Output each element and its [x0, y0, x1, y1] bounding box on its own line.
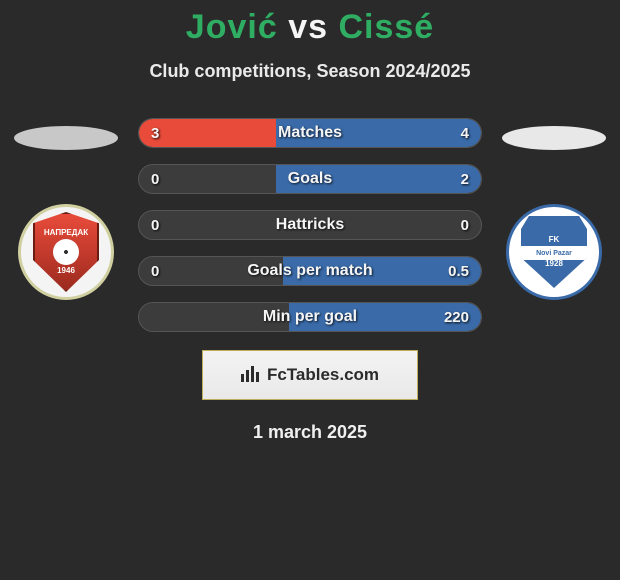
stat-row: 3 Matches 4: [138, 118, 482, 148]
stat-row: 0 Goals 2: [138, 164, 482, 194]
left-crest-top-text: НАПРЕДАК: [44, 229, 88, 237]
title-right-player: Cissé: [338, 8, 434, 46]
bar-value-right: 0.5: [448, 263, 469, 280]
left-side: НАПРЕДАК 1946: [12, 118, 120, 300]
football-icon: [53, 239, 79, 265]
bar-value-right: 2: [461, 171, 469, 188]
left-crest-year: 1946: [57, 267, 75, 275]
title-left-player: Jović: [186, 8, 278, 46]
brand-name: FcTables.com: [267, 365, 379, 385]
left-club-crest: НАПРЕДАК 1946: [18, 204, 114, 300]
title-vs: vs: [288, 8, 338, 46]
bar-value-left: 0: [151, 171, 159, 188]
bar-label: Goals: [288, 170, 332, 188]
bar-value-left: 0: [151, 217, 159, 234]
right-player-marker: [502, 126, 606, 150]
compare-area: НАПРЕДАК 1946 3 Matches 4 0 Goals 2 0 Hattricks…: [0, 118, 620, 332]
bar-value-left: 0: [151, 263, 159, 280]
right-crest-year: 1928: [545, 260, 563, 268]
left-player-marker: [14, 126, 118, 150]
bar-value-right: 0: [461, 217, 469, 234]
comparison-date: 1 march 2025: [0, 422, 620, 443]
subtitle: Club competitions, Season 2024/2025: [0, 61, 620, 82]
stat-bars: 3 Matches 4 0 Goals 2 0 Hattricks 0 0 Goals per ma…: [138, 118, 482, 332]
right-crest-stripe: Novi Pazar: [521, 246, 587, 260]
brand-footer[interactable]: FcTables.com: [202, 350, 418, 400]
stat-row: 0 Goals per match 0.5: [138, 256, 482, 286]
bar-fill-left: [139, 119, 276, 147]
bar-label: Matches: [278, 124, 342, 142]
stat-row: Min per goal 220: [138, 302, 482, 332]
right-club-crest: FK Novi Pazar 1928: [506, 204, 602, 300]
bar-label: Goals per match: [247, 262, 372, 280]
right-crest-top-text: FK: [549, 236, 560, 244]
right-side: FK Novi Pazar 1928: [500, 118, 608, 300]
bar-value-left: 3: [151, 125, 159, 142]
left-crest-shield: НАПРЕДАК 1946: [33, 212, 99, 292]
bar-value-right: 220: [444, 309, 469, 326]
bar-label: Min per goal: [263, 308, 357, 326]
page-title: Jović vs Cissé: [0, 8, 620, 47]
stat-row: 0 Hattricks 0: [138, 210, 482, 240]
bar-value-right: 4: [461, 125, 469, 142]
right-crest-shield: FK Novi Pazar 1928: [521, 216, 587, 288]
bar-chart-icon: [241, 364, 261, 387]
bar-label: Hattricks: [276, 216, 344, 234]
right-crest-mid-text: Novi Pazar: [536, 250, 572, 257]
comparison-card: Jović vs Cissé Club competitions, Season…: [0, 0, 620, 443]
